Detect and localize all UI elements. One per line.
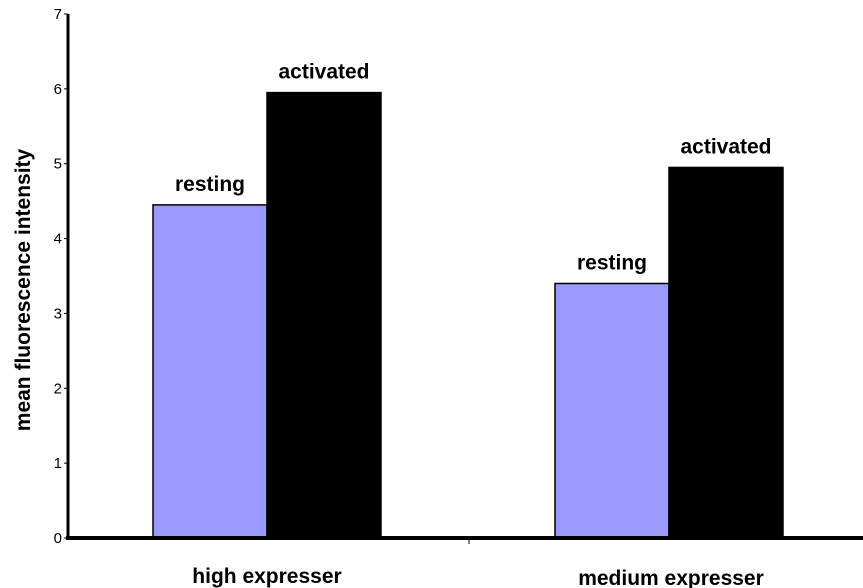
y-tick-label: 0: [54, 530, 62, 547]
bar-data-label: activated: [680, 135, 771, 158]
bars: [152, 91, 784, 539]
y-tick-label: 6: [54, 81, 62, 98]
y-tick-label: 2: [54, 380, 62, 397]
y-axis-ticks: 0 1 2 3 4 5 6 7: [54, 6, 68, 547]
bar-activated-1: [668, 166, 784, 539]
y-axis-title: mean fluorescence intensity: [12, 148, 35, 431]
bar-activated-0: [266, 91, 382, 539]
bar-data-label: resting: [577, 251, 647, 274]
y-tick-label: 3: [54, 305, 62, 322]
category-label: high expresser: [192, 565, 341, 588]
bar-labels: resting activated resting activated: [175, 61, 772, 275]
bar-data-label: activated: [278, 61, 369, 84]
bar-resting-1: [554, 282, 670, 539]
bar-data-label: resting: [175, 173, 245, 196]
bar-resting-0: [152, 204, 268, 539]
category-label: medium expresser: [578, 567, 764, 588]
category-labels: high expresser medium expresser: [192, 565, 764, 588]
y-tick-label: 1: [54, 455, 62, 472]
y-tick-label: 4: [54, 231, 62, 248]
y-tick-label: 7: [54, 6, 62, 23]
y-tick-label: 5: [54, 156, 62, 173]
